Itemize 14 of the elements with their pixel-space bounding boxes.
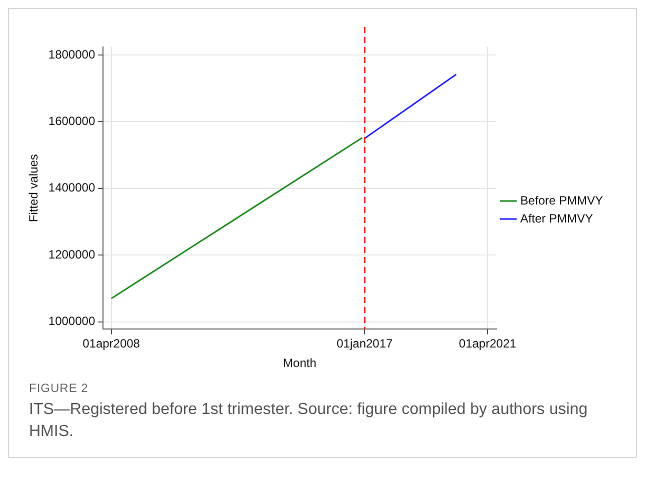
y-tick-label: 1400000 [48, 180, 96, 195]
x-axis-title: Month [283, 356, 316, 370]
x-tick-label: 01apr2021 [458, 336, 517, 351]
caption: FIGURE 2 [29, 381, 90, 395]
x-tick-label: 01jan2017 [336, 336, 394, 351]
legend-label: Before PMMVY [520, 193, 604, 208]
y-tick-label: 1600000 [48, 114, 96, 128]
y-axis-title: Fitted values [26, 154, 41, 222]
y-tick-label: 1200000 [48, 247, 96, 262]
y-tick-label: 1000000 [48, 314, 96, 328]
text: ITS—Registered before 1st trimester. Source: figure compiled by authors using HMIS. [29, 400, 588, 442]
y-tick-label: 1800000 [48, 47, 96, 62]
legend-label: After PMMVY [520, 211, 593, 226]
x-tick-label: 01apr2008 [82, 336, 140, 351]
